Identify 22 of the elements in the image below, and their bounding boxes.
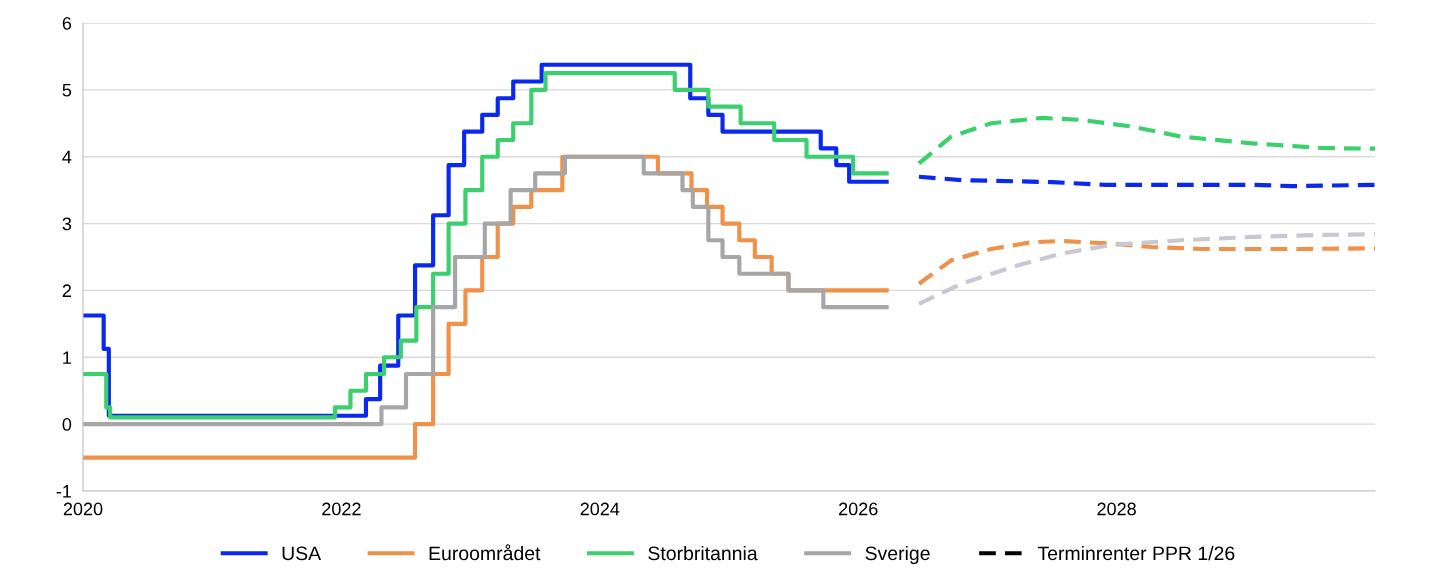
x-tick-label: 2022 [322, 502, 361, 516]
legend-label: Sverige [865, 545, 930, 565]
x-tick-label: 2028 [1097, 502, 1136, 516]
legend-label: Euroområdet [429, 544, 541, 561]
y-tick-label: 6 [62, 16, 72, 30]
y-tick-label: 3 [62, 217, 72, 231]
y-tick-label: 0 [62, 418, 72, 431]
legend-label: USA [282, 546, 322, 561]
y-tick-label: 4 [62, 150, 72, 164]
y-tick-label: 5 [62, 83, 72, 97]
x-tick-label: 2026 [839, 502, 878, 516]
line-series [916, 232, 1375, 306]
legend-label: Terminrenter PPR 1/26 [1037, 545, 1235, 561]
y-tick-label: 2 [62, 284, 71, 297]
line-series [916, 238, 1375, 286]
y-tick-label: 1 [63, 351, 72, 364]
line-series [916, 115, 1375, 166]
x-tick-label: 2020 [63, 502, 103, 516]
legend-label: Storbritannia [648, 545, 758, 561]
line-series [916, 174, 1375, 189]
y-tick-label: -1 [56, 485, 72, 498]
x-tick-label: 2024 [580, 502, 620, 516]
